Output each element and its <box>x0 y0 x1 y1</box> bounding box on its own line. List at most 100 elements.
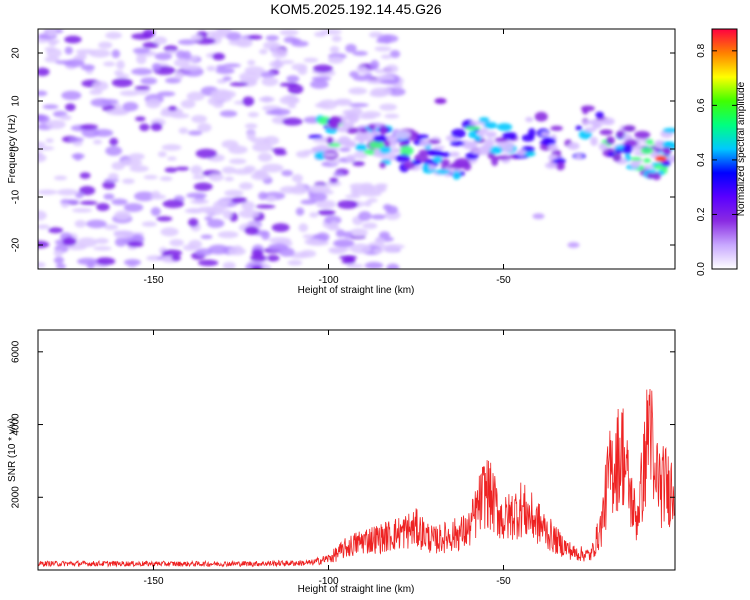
spectrogram-blob <box>452 170 461 180</box>
spectrogram-blob <box>328 120 339 130</box>
spectrogram-blob <box>353 151 368 159</box>
spectrogram-blob <box>134 191 156 202</box>
spectrogram-blob <box>116 60 125 70</box>
spectrogram-blob <box>218 199 232 204</box>
spectrogram-blob <box>265 195 277 202</box>
spectrogram-blob <box>646 172 655 179</box>
spectrogram-blob <box>595 111 604 119</box>
spectrogram-blob <box>314 31 327 38</box>
spectrogram-blob <box>60 199 79 204</box>
spectrogram-blob <box>630 156 642 162</box>
spectrogram-blob <box>304 238 321 246</box>
spectrogram-blob <box>415 134 429 139</box>
spectrogram-blob <box>109 137 119 146</box>
spectrogram-xlabel: Height of straight line (km) <box>298 285 415 296</box>
spectrogram-blob <box>295 207 305 216</box>
spectrogram-blob <box>348 102 369 108</box>
spectrogram-blob <box>669 154 675 163</box>
spectrogram-blob <box>465 152 479 160</box>
spectrogram-blob <box>303 57 319 63</box>
spectrogram-blob <box>434 98 447 104</box>
spectrogram-blob <box>502 131 518 140</box>
spectrogram-blob <box>145 98 162 109</box>
y-tick-label: 20 <box>11 47 22 59</box>
spectrogram-blob <box>345 154 356 163</box>
spectrogram-blob <box>188 239 203 250</box>
spectrogram-blob <box>151 190 161 199</box>
spectrogram-blob <box>382 204 392 211</box>
spectrogram-blob <box>255 204 276 209</box>
spectrogram-blob <box>385 64 399 73</box>
spectrogram-blob <box>243 165 256 173</box>
spectrogram-blob <box>190 165 203 175</box>
spectrogram-blob <box>229 158 247 165</box>
spectrogram-blob <box>598 142 608 151</box>
spectrogram-blob <box>187 208 201 214</box>
spectrogram-blob <box>540 131 550 137</box>
spectrogram-blob <box>335 229 346 238</box>
spectrogram-blob <box>244 225 259 235</box>
spectrogram-blob <box>38 261 46 268</box>
spectrogram-blob <box>62 237 77 246</box>
snr-ticks: -150 -100 -50 2000 4000 6000 <box>11 330 675 587</box>
spectrogram-blob <box>79 124 99 130</box>
spectrogram-blob <box>314 151 327 160</box>
spectrogram-blob <box>329 221 339 230</box>
spectrogram-ylabel: Frequency (Hz) <box>7 115 18 184</box>
spectrogram-blob <box>482 142 491 153</box>
spectrogram-blob <box>171 254 182 262</box>
spectrogram-blob <box>291 40 309 47</box>
spectrogram-blob <box>170 113 190 119</box>
spectrogram-blob <box>38 114 50 124</box>
spectrogram-blob <box>38 146 55 151</box>
spectrogram-blob <box>592 122 602 129</box>
spectrogram-blob <box>549 154 559 160</box>
spectrogram-blob <box>93 139 103 145</box>
spectrogram-blob <box>662 141 674 148</box>
spectrogram-blob <box>328 158 341 165</box>
spectrogram-blob <box>44 46 57 52</box>
spectrogram-blob <box>449 140 465 147</box>
spectrogram-blob <box>222 209 233 220</box>
spectrogram-blob <box>162 249 183 257</box>
spectrogram-blob <box>77 237 98 248</box>
spectrogram-blob <box>590 136 598 146</box>
spectrogram-blob <box>74 219 87 228</box>
spectrogram-blob <box>247 59 256 66</box>
spectrogram-blob <box>524 151 536 157</box>
spectrogram-blob <box>136 54 147 65</box>
spectrogram-blob <box>178 127 189 134</box>
colorbar-tick-label: 0.2 <box>696 207 707 221</box>
spectrogram-blob <box>449 151 460 158</box>
spectrogram-blob <box>349 243 372 254</box>
spectrogram-blob <box>266 254 280 262</box>
spectrogram-blob <box>279 82 299 87</box>
spectrogram-blob <box>204 216 213 221</box>
spectrogram-blob <box>271 223 290 233</box>
spectrogram-blob <box>151 63 161 71</box>
spectrogram-blob <box>206 218 225 228</box>
spectrogram-blob <box>337 126 349 133</box>
spectrogram-blob <box>555 161 565 171</box>
spectrogram-blob <box>72 208 93 213</box>
spectrogram-blob <box>271 48 288 59</box>
spectrogram-blob <box>279 185 299 194</box>
spectrogram-blob <box>46 119 66 130</box>
spectrogram-blob <box>525 116 534 123</box>
colorbar-bar <box>711 28 738 270</box>
spectrogram-blob <box>575 153 583 160</box>
spectrogram-blob <box>163 45 178 52</box>
spectrogram-blob <box>331 35 342 43</box>
spectrogram-blob <box>380 54 393 60</box>
spectrogram-blob <box>379 161 387 169</box>
spectrogram-blob <box>310 79 329 89</box>
spectrogram-blob <box>308 134 323 139</box>
spectrogram-blob <box>265 35 279 41</box>
x-tick-label: -150 <box>143 275 163 286</box>
spectrogram-blob <box>582 120 597 125</box>
spectrogram-blob <box>359 128 368 133</box>
spectrogram-blob <box>345 127 360 134</box>
spectrogram-blob <box>643 157 652 164</box>
spectrogram-blob <box>389 50 401 59</box>
